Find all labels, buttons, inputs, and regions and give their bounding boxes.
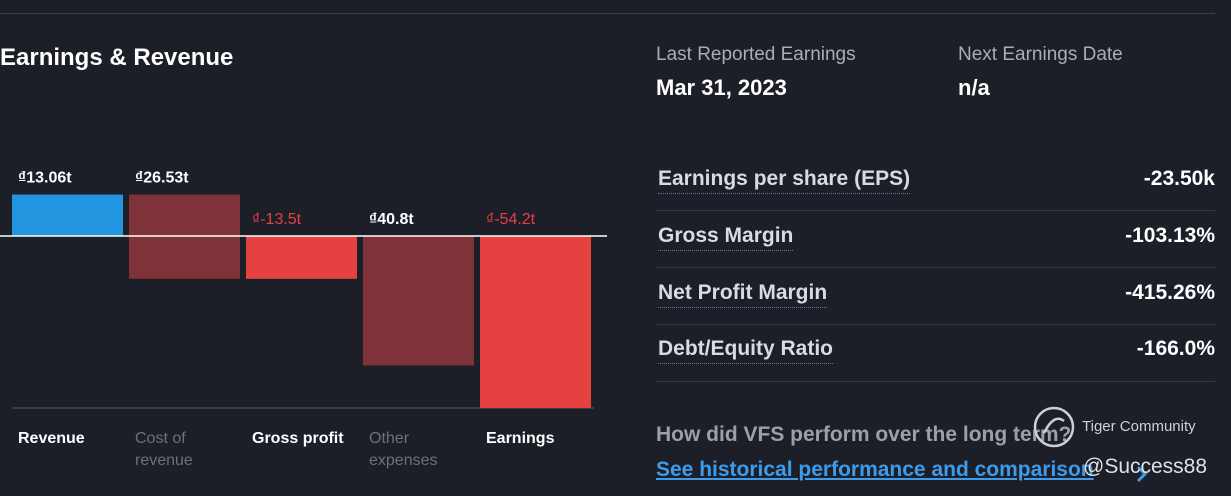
- metric-label: Gross Margin: [658, 224, 794, 251]
- category-label: Revenue: [18, 430, 85, 447]
- top-divider: [0, 13, 1215, 14]
- value-label: ₫40.8t: [369, 211, 414, 228]
- metric-label: Net Profit Margin: [658, 281, 828, 308]
- row-divider: [656, 210, 1215, 211]
- category-label: Other expenses: [369, 430, 438, 469]
- waterfall-chart: ₫13.06t ₫26.53t ₫-13.5t ₫40.8t ₫-54.2t: [0, 170, 607, 409]
- watermark-logo: [1033, 406, 1075, 448]
- metric-label: Earnings per share (EPS): [658, 167, 911, 194]
- value-label: ₫13.06t: [18, 170, 72, 187]
- row-divider: [656, 324, 1215, 325]
- row-divider: [656, 381, 1215, 382]
- chevron-icon: [1136, 465, 1148, 483]
- bar: [246, 236, 357, 279]
- history-link[interactable]: See historical performance and compariso…: [656, 458, 1094, 481]
- metric-value: -103.13%: [1125, 224, 1215, 247]
- info-value: Mar 31, 2023: [656, 75, 787, 100]
- category-label: Gross profit: [252, 430, 344, 447]
- section-title: Earnings & Revenue: [0, 44, 234, 71]
- bar: [363, 236, 474, 366]
- value-label: ₫26.53t: [135, 170, 189, 187]
- question: How did VFS perform over the long term?: [656, 423, 1072, 446]
- watermark-brand: Tiger Community: [1082, 418, 1196, 435]
- value-label: ₫-13.5t: [252, 211, 302, 228]
- row-divider: [656, 267, 1215, 268]
- info-label: Last Reported Earnings: [656, 44, 856, 65]
- bar: [480, 236, 591, 408]
- category-label: Cost of revenue: [135, 430, 193, 469]
- metric-value: -166.0%: [1136, 337, 1215, 360]
- metric-value: -23.50k: [1143, 167, 1215, 190]
- info-label: Next Earnings Date: [958, 44, 1123, 65]
- watermark-user: @Success88: [1083, 455, 1208, 478]
- info-value: n/a: [958, 75, 990, 100]
- bar: [12, 194, 123, 236]
- metric-value: -415.26%: [1125, 281, 1215, 304]
- category-label: Earnings: [486, 430, 555, 447]
- value-label: ₫-54.2t: [486, 211, 536, 228]
- metric-label: Debt/Equity Ratio: [658, 337, 834, 364]
